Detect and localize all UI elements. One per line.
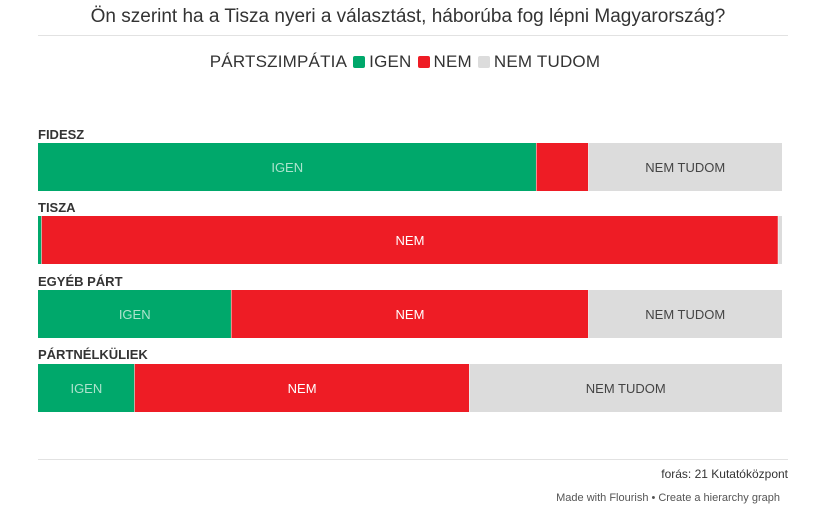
legend-swatch-nem-tudom [477,56,490,68]
legend-item-igen[interactable]: IGEN [353,52,411,72]
bar-egyeb-part-nem-tudom[interactable] [588,290,782,338]
create-graph-link[interactable]: Create a hierarchy graph [658,492,780,504]
credit-separator: • [651,492,656,504]
category-label-fidesz: FIDESZ [38,127,84,142]
bar-tisza-nem[interactable] [41,216,779,264]
bar-partnelkuliek-nem[interactable] [134,364,470,412]
category-label-partnelkuliek: PÁRTNÉLKÜLIEK [38,347,148,362]
bottom-divider [38,459,788,460]
chart-title: Ön szerint ha a Tisza nyeri a választást… [90,6,726,27]
data-label-egyeb-part-nem: NEM [396,307,425,322]
data-label-fidesz-igen: IGEN [271,160,303,175]
data-label-partnelkuliek-nem-tudom: NEM TUDOM [586,381,666,396]
legend-item-nem-tudom[interactable]: NEM TUDOM [477,52,601,72]
data-label-fidesz-nem-tudom: NEM TUDOM [645,160,725,175]
top-divider [38,35,788,36]
data-label-partnelkuliek-igen: IGEN [70,381,102,396]
data-label-tisza-nem: NEM [396,233,425,248]
category-label-tisza: TISZA [38,200,76,215]
legend-label-nem-tudom: NEM TUDOM [493,52,601,71]
bar-fidesz-igen[interactable] [38,143,537,191]
bar-tisza-igen[interactable] [38,216,42,264]
category-label-egyeb-part: EGYÉB PÁRT [38,274,123,289]
legend-swatch-nem [417,56,430,68]
legend-label-igen: IGEN [369,52,412,71]
legend-title: PÁRTSZIMPÁTIA [209,52,348,71]
made-with-link[interactable]: Made with Flourish [556,492,649,504]
legend: PÁRTSZIMPÁTIA IGEN NEM NEM TUDOM [0,52,816,72]
source-note: forás: 21 Kutatóközpont [661,467,788,481]
bar-partnelkuliek-igen[interactable] [38,364,135,412]
legend-swatch-igen [353,56,366,68]
bar-fidesz-nem[interactable] [536,143,589,191]
bar-fidesz-nem-tudom[interactable] [588,143,782,191]
bar-egyeb-part-igen[interactable] [38,290,232,338]
flourish-credit: Made with Flourish • Create a hierarchy gr… [556,492,780,504]
legend-label-nem: NEM [433,52,472,71]
data-label-egyeb-part-igen: IGEN [119,307,151,322]
data-label-partnelkuliek-nem: NEM [288,381,317,396]
legend-item-nem[interactable]: NEM [417,52,472,72]
bar-partnelkuliek-nem-tudom[interactable] [469,364,782,412]
data-label-egyeb-part-nem-tudom: NEM TUDOM [645,307,725,322]
bar-tisza-nem-tudom[interactable] [778,216,782,264]
bar-egyeb-part-nem[interactable] [231,290,589,338]
